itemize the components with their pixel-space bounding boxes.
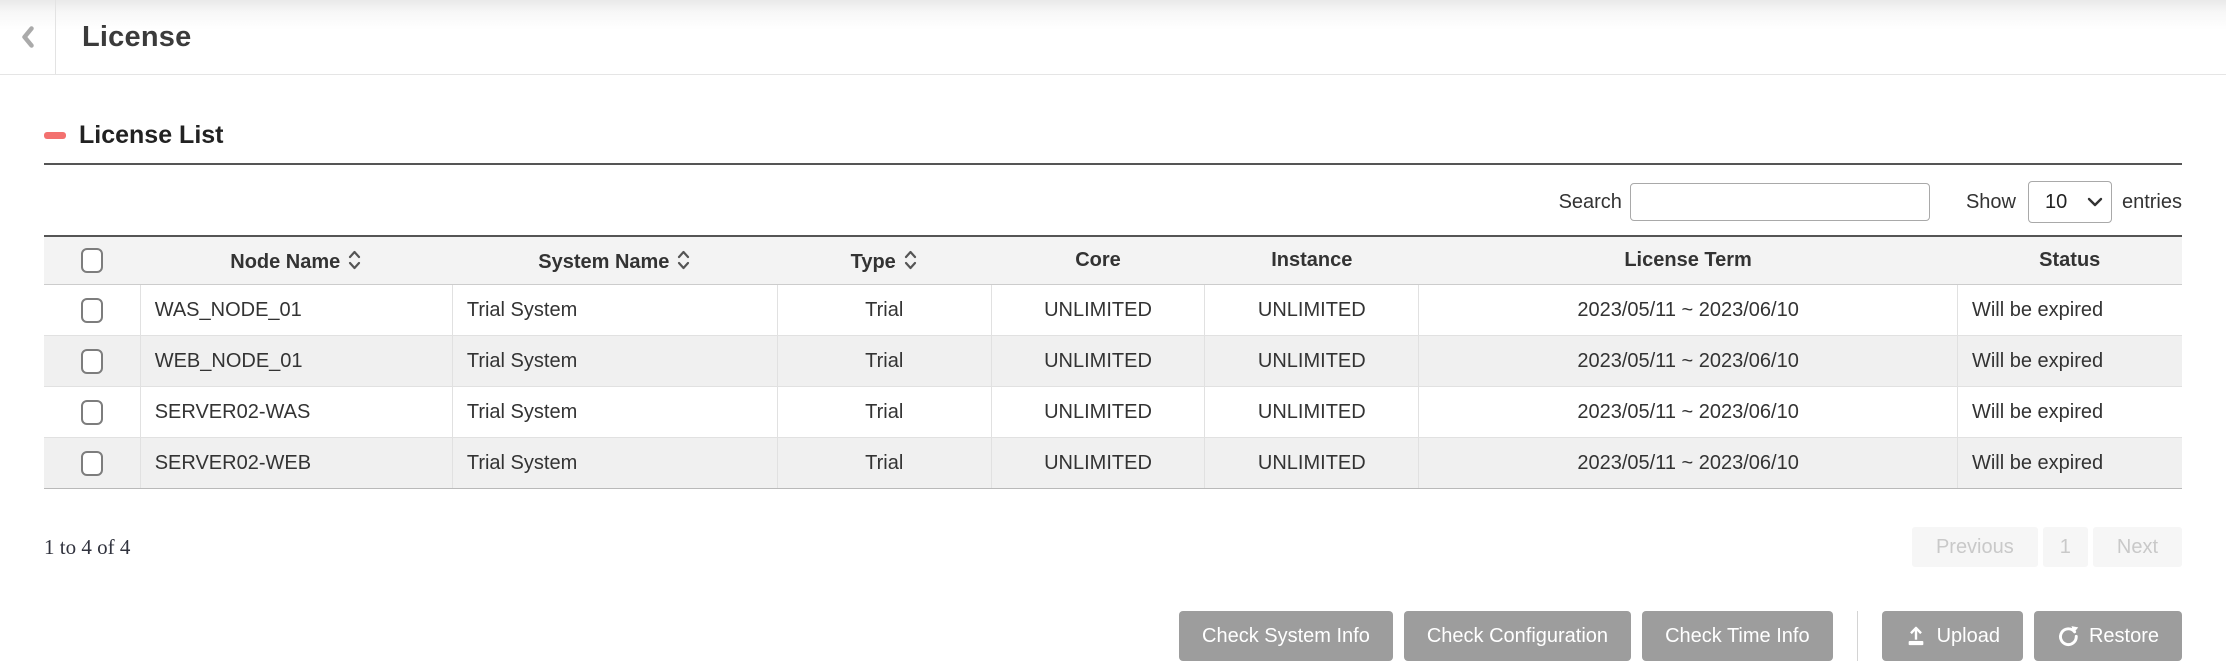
section-rule (44, 163, 2182, 165)
cell-system-name: Trial System (451, 437, 778, 489)
cell-status: Will be expired (1956, 437, 2182, 489)
column-header-system-name[interactable]: System Name (452, 236, 778, 285)
select-all-checkbox[interactable] (81, 248, 104, 273)
cell-license-term: 2023/05/11 ~ 2023/06/10 (1418, 386, 1958, 438)
page-header: License (0, 0, 2226, 75)
restore-button[interactable]: Restore (2033, 611, 2182, 661)
cell-type: Trial (776, 386, 992, 438)
cell-node-name: SERVER02-WEB (139, 437, 453, 489)
pagination: Previous 1 Next (1911, 527, 2182, 567)
check-configuration-button[interactable]: Check Configuration (1403, 611, 1632, 661)
section-header: License List (44, 121, 2182, 150)
search-input[interactable] (1629, 183, 1930, 221)
chevron-left-icon (20, 26, 35, 48)
section-title: License List (79, 121, 224, 149)
table-row: SERVER02-WAS Trial System Trial UNLIMITED UN… (44, 386, 2182, 438)
search-label: Search (1558, 190, 1622, 213)
action-buttons: Check System Info Check Configuration Ch… (44, 611, 2182, 661)
cell-node-name: WAS_NODE_01 (139, 284, 453, 336)
cell-instance: UNLIMITED (1204, 437, 1419, 489)
content-area: License List Search Show 10 entries (0, 121, 2226, 661)
cell-status: Will be expired (1956, 335, 2182, 387)
column-header-license-term: License Term (1418, 236, 1958, 285)
actions-divider (1856, 611, 1858, 661)
sort-icon (903, 248, 918, 272)
entries-select-wrap: 10 (2027, 181, 2112, 223)
cell-license-term: 2023/05/11 ~ 2023/06/10 (1418, 335, 1958, 387)
cell-license-term: 2023/05/11 ~ 2023/06/10 (1418, 284, 1958, 336)
cell-status: Will be expired (1956, 386, 2182, 438)
column-header-core: Core (991, 236, 1205, 285)
page-title: License (82, 20, 192, 53)
check-time-info-button[interactable]: Check Time Info (1642, 611, 1833, 661)
section-dash-icon (44, 132, 66, 139)
cell-status: Will be expired (1956, 284, 2182, 336)
table-row: SERVER02-WEB Trial System Trial UNLIMITED UN… (44, 437, 2182, 489)
column-header-type[interactable]: Type (777, 236, 992, 285)
row-checkbox[interactable] (80, 297, 103, 323)
column-header-status: Status (1957, 236, 2182, 285)
table-controls: Search Show 10 entries (44, 181, 2182, 223)
header-checkbox-cell (44, 236, 141, 285)
upload-icon (1905, 625, 1927, 647)
cell-core: UNLIMITED (990, 284, 1205, 336)
next-page-button[interactable]: Next (2092, 527, 2182, 567)
row-checkbox[interactable] (80, 399, 103, 425)
cell-instance: UNLIMITED (1204, 335, 1419, 387)
cell-instance: UNLIMITED (1204, 284, 1419, 336)
row-checkbox[interactable] (80, 348, 103, 374)
cell-core: UNLIMITED (990, 335, 1205, 387)
check-system-info-button[interactable]: Check System Info (1179, 611, 1393, 661)
pagination-info: 1 to 4 of 4 (44, 534, 131, 559)
upload-button[interactable]: Upload (1881, 611, 2023, 661)
cell-license-term: 2023/05/11 ~ 2023/06/10 (1418, 437, 1958, 489)
cell-node-name: SERVER02-WAS (139, 386, 453, 438)
cell-core: UNLIMITED (990, 437, 1205, 489)
back-button[interactable] (0, 0, 54, 74)
page-number-button[interactable]: 1 (2042, 527, 2088, 567)
row-checkbox-cell (44, 386, 141, 438)
sort-icon (347, 248, 362, 272)
cell-instance: UNLIMITED (1204, 386, 1419, 438)
table-row: WEB_NODE_01 Trial System Trial UNLIMITED UNL… (44, 335, 2182, 387)
header-divider (55, 0, 56, 74)
table-row: WAS_NODE_01 Trial System Trial UNLIMITED UNL… (44, 284, 2182, 336)
column-header-node-name[interactable]: Node Name (140, 236, 453, 285)
previous-page-button[interactable]: Previous (1911, 527, 2038, 567)
cell-system-name: Trial System (451, 386, 778, 438)
table-footer: 1 to 4 of 4 Previous 1 Next (44, 527, 2182, 567)
license-table: Node Name System Name Type Core Instance… (44, 235, 2182, 489)
entries-label: entries (2121, 190, 2182, 213)
show-label: Show (1965, 190, 2016, 213)
cell-type: Trial (776, 284, 992, 336)
cell-system-name: Trial System (451, 284, 778, 336)
cell-type: Trial (776, 335, 992, 387)
table-header-row: Node Name System Name Type Core Instance… (44, 236, 2182, 285)
row-checkbox-cell (44, 284, 141, 336)
row-checkbox[interactable] (80, 450, 103, 476)
sort-icon (676, 248, 691, 272)
entries-select[interactable]: 10 (2027, 181, 2112, 223)
column-header-instance: Instance (1204, 236, 1419, 285)
cell-node-name: WEB_NODE_01 (139, 335, 453, 387)
restore-icon (2057, 625, 2079, 647)
cell-core: UNLIMITED (990, 386, 1205, 438)
cell-system-name: Trial System (451, 335, 778, 387)
row-checkbox-cell (44, 437, 141, 489)
cell-type: Trial (776, 437, 992, 489)
row-checkbox-cell (44, 335, 141, 387)
